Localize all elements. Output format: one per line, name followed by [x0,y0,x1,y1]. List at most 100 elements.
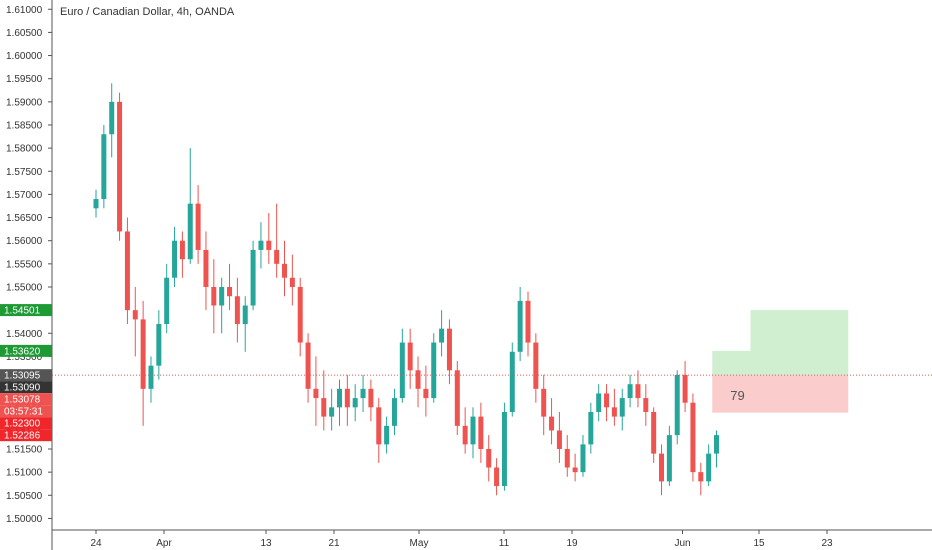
candle-body[interactable] [619,398,625,417]
candle-body[interactable] [509,351,515,412]
candle-body[interactable] [109,101,115,135]
candle-body[interactable] [124,231,130,311]
candle-body[interactable] [454,370,460,426]
risk-reward-tool[interactable]: 79 [712,310,849,413]
x-tick-label: 11 [499,538,510,549]
candle-body[interactable] [305,342,311,389]
candle-body[interactable] [250,249,256,306]
candle-body[interactable] [682,374,688,403]
candle-body[interactable] [572,467,578,473]
candle-body[interactable] [564,448,570,468]
candle-body[interactable] [478,416,484,449]
candle-body[interactable] [187,203,193,260]
candle-body[interactable] [384,425,390,445]
candle-body[interactable] [219,286,225,306]
time-axis[interactable]: 24 Apr 13 21 May 11 19 Jun 15 23 [52,529,932,549]
candle-body[interactable] [227,286,233,297]
candle-body[interactable] [627,384,633,399]
candle-body[interactable] [486,448,492,468]
candle-body[interactable] [140,319,146,389]
candle-body[interactable] [329,407,335,417]
candle-body[interactable] [313,388,319,399]
price-badge [0,369,52,382]
candle-body[interactable] [282,263,288,278]
candle-body[interactable] [376,407,382,445]
candle-body[interactable] [289,277,295,287]
candle-body[interactable] [195,203,201,250]
candle-body[interactable] [588,411,594,445]
candle-body[interactable] [651,411,657,454]
y-tick-label: 1.58500 [6,120,43,131]
candle-body[interactable] [211,286,217,306]
loss-zone[interactable] [712,375,849,413]
candle-body[interactable] [604,393,610,408]
candle-body[interactable] [242,305,248,325]
candle-body[interactable] [714,435,719,454]
candle-body[interactable] [266,240,272,250]
candle-body[interactable] [635,384,641,399]
candle-body[interactable] [596,393,602,412]
price-axis-background [0,0,52,550]
candle-body[interactable] [117,101,123,232]
candle-body[interactable] [172,240,178,278]
candle-body[interactable] [203,249,209,287]
candle-body[interactable] [101,134,107,200]
candle-body[interactable] [132,310,138,320]
candles-layer [93,83,719,496]
candle-body[interactable] [698,472,704,482]
candle-body[interactable] [399,342,405,399]
candle-body[interactable] [462,425,468,445]
candle-body[interactable] [391,398,397,426]
candle-body[interactable] [525,300,531,343]
candle-body[interactable] [643,398,649,412]
profit-zone[interactable] [750,310,849,376]
candle-body[interactable] [446,328,452,371]
candle-body[interactable] [344,388,350,408]
candle-body[interactable] [666,435,672,482]
candle-body[interactable] [179,240,185,260]
candle-body[interactable] [659,453,665,482]
x-tick-label: Jun [674,538,690,549]
candle-body[interactable] [258,240,264,250]
candle-body[interactable] [533,342,539,389]
price-badge [0,304,52,317]
candle-body[interactable] [368,388,374,408]
x-tick-label: 13 [260,538,272,549]
candle-body[interactable] [274,249,280,264]
candle-body[interactable] [611,407,617,417]
candle-body[interactable] [470,416,476,445]
price-badge [0,393,52,406]
candle-body[interactable] [439,328,445,343]
candle-body[interactable] [501,411,507,487]
candle-body[interactable] [156,324,162,366]
price-axis[interactable]: 1.61000 1.60500 1.60000 1.59500 1.59000 1.585… [0,0,53,550]
candle-body[interactable] [297,286,303,343]
candle-body[interactable] [148,365,154,389]
candle-body[interactable] [580,444,586,473]
candle-body[interactable] [431,342,437,399]
candle-body[interactable] [690,402,696,473]
risk-reward-label: 79 [730,388,744,403]
candle-body[interactable] [93,199,99,209]
candle-body[interactable] [234,296,240,325]
profit-zone-near[interactable] [712,350,751,376]
candle-body[interactable] [423,388,429,399]
candle-body[interactable] [517,300,523,352]
candle-body[interactable] [415,370,421,389]
candle-body[interactable] [336,388,342,408]
candle-body[interactable] [164,277,170,325]
candle-body[interactable] [541,388,547,417]
candle-body[interactable] [321,398,327,417]
candle-body[interactable] [407,342,413,371]
candle-body[interactable] [556,430,562,449]
candle-body[interactable] [352,398,358,408]
candle-body[interactable] [549,416,555,431]
y-tick-label: 1.50000 [6,514,43,525]
y-tick-label: 1.56500 [6,213,43,224]
candle-body[interactable] [706,453,712,482]
candle-body[interactable] [674,374,680,436]
candle-body[interactable] [494,467,500,487]
candle-body[interactable] [360,388,366,399]
